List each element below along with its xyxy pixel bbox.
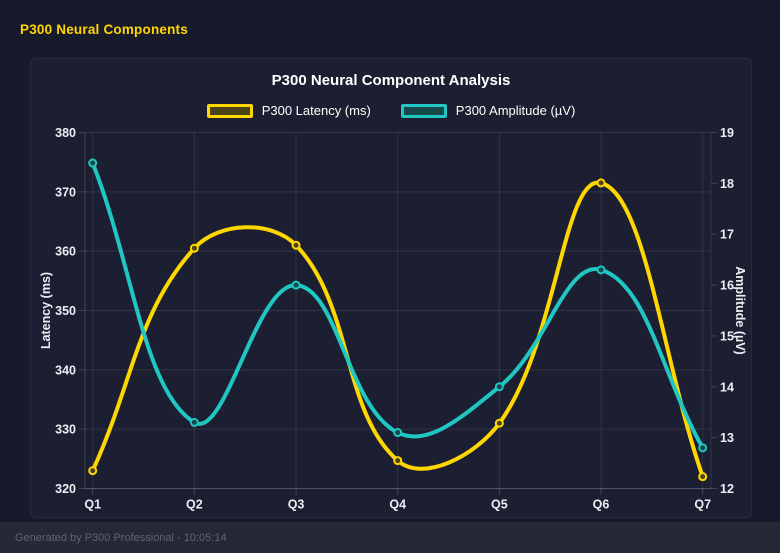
data-point[interactable] [494, 382, 504, 392]
data-point[interactable] [596, 265, 606, 275]
svg-text:330: 330 [55, 423, 76, 437]
left-axis-ticks [79, 132, 85, 489]
data-point[interactable] [393, 428, 403, 438]
right-axis-title: Amplitude (µV) [733, 266, 747, 354]
chart-card: 320 330 340 350 360 370 380 12 13 14 15 16 17 18 19 Q1 Q… [30, 58, 752, 518]
footer-bar: Generated by P300 Professional - 10:05:1… [0, 522, 780, 553]
legend-label-amplitude: P300 Amplitude (µV) [455, 103, 576, 118]
svg-text:14: 14 [720, 380, 734, 394]
left-axis-title: Latency (ms) [39, 272, 53, 349]
axis-borders [84, 132, 712, 489]
data-point[interactable] [494, 418, 504, 428]
svg-text:Q2: Q2 [186, 498, 203, 512]
legend-item-latency[interactable]: P300 Latency (ms) [206, 103, 371, 118]
svg-text:Q4: Q4 [389, 498, 406, 512]
x-axis-labels [92, 488, 704, 495]
svg-text:15: 15 [720, 329, 734, 343]
data-point[interactable] [698, 443, 708, 453]
svg-text:16: 16 [720, 279, 734, 293]
svg-text:18: 18 [720, 177, 734, 191]
svg-text:19: 19 [720, 126, 734, 140]
svg-text:320: 320 [55, 482, 76, 496]
latency-series[interactable] [88, 178, 708, 482]
svg-text:17: 17 [720, 228, 734, 242]
svg-text:340: 340 [55, 363, 76, 377]
data-point[interactable] [698, 472, 708, 482]
svg-text:Q6: Q6 [593, 498, 610, 512]
svg-text:Q7: Q7 [694, 498, 711, 512]
data-point[interactable] [88, 158, 98, 168]
svg-text:Q1: Q1 [84, 498, 101, 512]
data-point[interactable] [189, 417, 199, 427]
right-axis-ticks [711, 132, 717, 489]
chart-title: P300 Neural Component Analysis [271, 72, 511, 89]
footer-text: Generated by P300 Professional - 10:05:1… [15, 531, 227, 544]
legend-item-amplitude[interactable]: P300 Amplitude (µV) [400, 103, 576, 118]
data-point[interactable] [596, 178, 606, 188]
svg-text:360: 360 [55, 245, 76, 259]
svg-text:370: 370 [55, 185, 76, 199]
data-point[interactable] [189, 243, 199, 253]
amplitude-series[interactable] [88, 158, 708, 453]
latency-swatch-icon [206, 103, 253, 118]
svg-text:Q3: Q3 [288, 498, 305, 512]
svg-text:13: 13 [720, 431, 734, 445]
chart-canvas[interactable]: 320 330 340 350 360 370 380 12 13 14 15 16 17 18 19 Q1 Q… [31, 59, 753, 519]
svg-text:380: 380 [55, 126, 76, 140]
data-point[interactable] [393, 456, 403, 466]
legend-label-latency: P300 Latency (ms) [261, 103, 371, 118]
svg-text:12: 12 [720, 482, 734, 496]
svg-text:350: 350 [55, 304, 76, 318]
data-point[interactable] [291, 280, 301, 290]
amplitude-swatch-icon [400, 103, 447, 118]
data-point[interactable] [291, 240, 301, 250]
svg-text:Q5: Q5 [491, 498, 508, 512]
data-point[interactable] [88, 466, 98, 476]
page-title: P300 Neural Components [20, 22, 188, 37]
chart-legend: P300 Latency (ms) P300 Amplitude (µV) [31, 103, 751, 118]
